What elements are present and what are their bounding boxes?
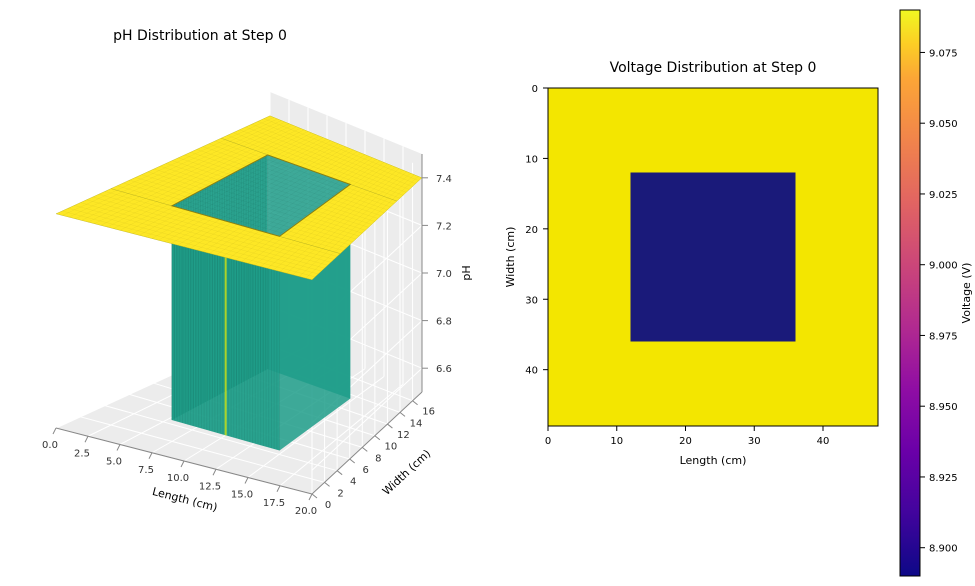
hy-tick-label: 20 xyxy=(525,225,538,236)
right-heatmap: Voltage Distribution at Step 0 0 10 20 30 40 0… xyxy=(504,60,878,467)
y-tick-label: 0 xyxy=(325,500,331,511)
z-tick-label: 7.2 xyxy=(436,221,452,232)
cb-tick-label: 9.075 xyxy=(929,48,958,59)
figure-svg: pH Distribution at Step 0 0.0 2.5 5.0 7.5 10.… xyxy=(0,0,975,586)
x-tick-label: 10.0 xyxy=(167,473,189,484)
y-tick-label: 12 xyxy=(397,430,410,441)
hx-tick-label: 20 xyxy=(679,436,692,447)
z-tick-label: 6.8 xyxy=(436,317,452,328)
cb-tick-label: 8.975 xyxy=(929,331,958,342)
x-tick-label: 2.5 xyxy=(74,448,90,459)
z-tick-label: 7.0 xyxy=(436,269,452,280)
cb-tick-label: 8.900 xyxy=(929,544,958,555)
y-tick-label: 10 xyxy=(384,442,397,453)
y-tick-label: 16 xyxy=(422,407,435,418)
colorbar xyxy=(900,10,920,576)
x-tick-label: 15.0 xyxy=(231,490,253,501)
cb-label: Voltage (V) xyxy=(960,263,973,324)
hy-tick-label: 40 xyxy=(525,366,538,377)
cb-tick-label: 9.000 xyxy=(929,261,958,272)
heatmap-inner xyxy=(631,173,796,342)
z-axis-label: pH xyxy=(460,265,473,280)
x-tick-label: 7.5 xyxy=(138,465,154,476)
cb-tick-label: 9.025 xyxy=(929,190,958,201)
hy-tick-label: 10 xyxy=(525,154,538,165)
y-tick-label: 14 xyxy=(410,418,423,429)
hx-axis-label: Length (cm) xyxy=(680,454,747,467)
cb-tick-label: 8.925 xyxy=(929,473,958,484)
left-plot-title: pH Distribution at Step 0 xyxy=(113,28,287,44)
x-tick-label: 20.0 xyxy=(295,506,317,517)
cb-tick-label: 8.950 xyxy=(929,402,958,413)
y-tick-label: 4 xyxy=(350,477,356,488)
y-tick-label: 8 xyxy=(375,453,381,464)
figure-container: pH Distribution at Step 0 0.0 2.5 5.0 7.5 10.… xyxy=(0,0,975,586)
hx-tick-label: 10 xyxy=(610,436,623,447)
right-plot-title: Voltage Distribution at Step 0 xyxy=(610,60,817,76)
hx-tick-label: 0 xyxy=(545,436,551,447)
x-tick-label: 17.5 xyxy=(263,498,285,509)
y-tick-label: 2 xyxy=(337,488,343,499)
y-tick-label: 6 xyxy=(363,465,369,476)
hy-axis-label: Width (cm) xyxy=(504,227,517,288)
x-tick-label: 5.0 xyxy=(106,457,122,468)
hx-tick-label: 30 xyxy=(748,436,761,447)
x-tick-label: 0.0 xyxy=(42,440,58,451)
hx-tick-label: 40 xyxy=(817,436,830,447)
z-tick-label: 7.4 xyxy=(436,174,452,185)
x-tick-label: 12.5 xyxy=(199,481,221,492)
hy-tick-label: 30 xyxy=(525,295,538,306)
z-tick-label: 6.6 xyxy=(436,364,452,375)
hy-tick-label: 0 xyxy=(532,84,538,95)
cb-tick-label: 9.050 xyxy=(929,119,958,130)
